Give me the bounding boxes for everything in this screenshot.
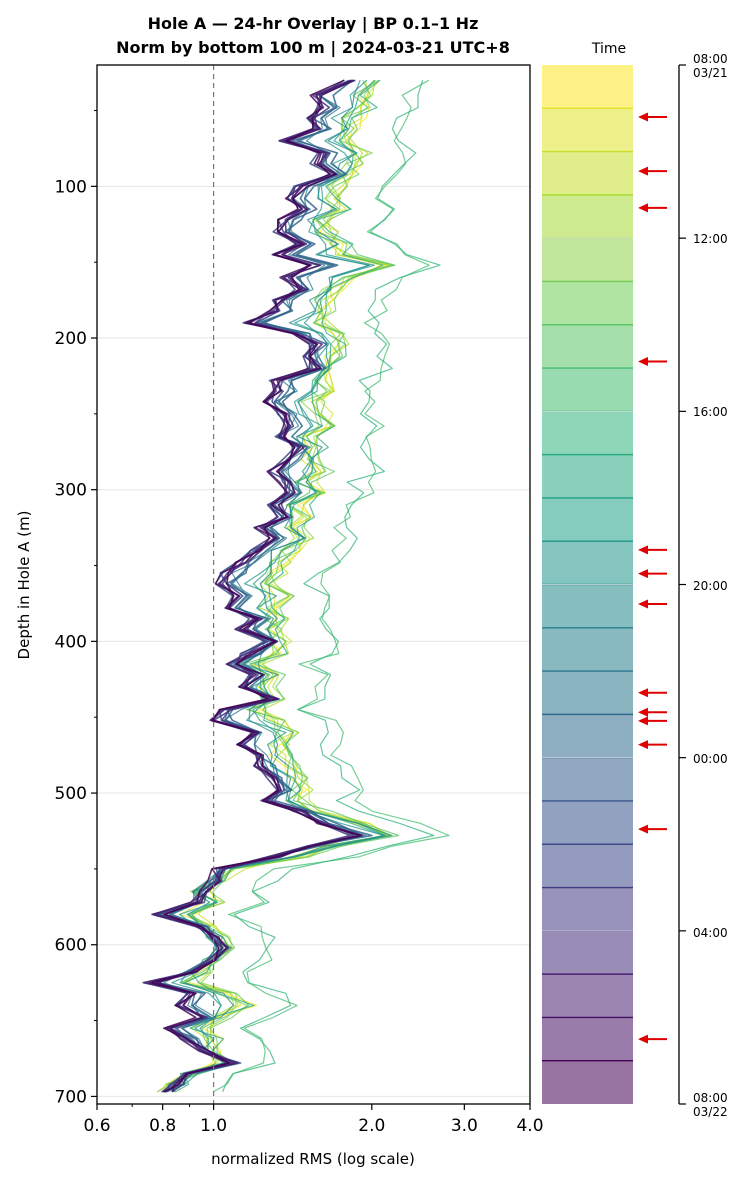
plot-frame xyxy=(96,64,531,1105)
series-line xyxy=(148,79,361,1093)
series-line xyxy=(222,80,441,1093)
colorbar-band xyxy=(542,108,633,152)
x-tick-label: 1.0 xyxy=(200,1116,227,1136)
event-arrow-head xyxy=(638,569,648,579)
event-arrow-head xyxy=(638,707,648,717)
series-line xyxy=(157,80,392,1093)
event-arrow-head xyxy=(638,357,648,367)
colorbar-band xyxy=(542,65,633,109)
x-tick-label: 0.8 xyxy=(149,1116,176,1136)
time-tick-label-1600: 16:00 xyxy=(693,405,728,419)
colorbar-band xyxy=(542,238,633,282)
y-tick-label-500: 500 xyxy=(55,784,87,804)
event-arrow-head xyxy=(638,824,648,834)
y-tick-label-100: 100 xyxy=(55,177,87,197)
series-line xyxy=(169,79,400,1093)
colorbar-band xyxy=(542,497,633,542)
colorbar-band xyxy=(542,671,633,715)
colorbar-label: Time xyxy=(591,41,626,57)
time-tick-date-0322: 03/22 xyxy=(693,1105,728,1119)
time-tick-label-0400: 04:00 xyxy=(693,926,728,940)
colorbar-band xyxy=(542,194,633,239)
event-arrow-head xyxy=(638,203,648,213)
time-tick-label-1200: 12:00 xyxy=(693,232,728,246)
x-axis-label: normalized RMS (log scale) xyxy=(211,1150,415,1168)
event-arrow-head xyxy=(638,688,648,698)
event-arrow-head xyxy=(638,545,648,555)
y-tick-label-700: 700 xyxy=(55,1087,87,1107)
event-arrow-head xyxy=(638,740,648,750)
event-arrow-head xyxy=(638,716,648,726)
y-tick-label-200: 200 xyxy=(55,329,87,349)
time-tick-label-0800-0322: 08:00 xyxy=(693,1091,728,1105)
x-tick-label: 2.0 xyxy=(358,1116,385,1136)
event-arrows xyxy=(638,112,667,1044)
time-axis-ticks xyxy=(542,64,686,1105)
colorbar-band xyxy=(542,974,633,1018)
colorbar-band xyxy=(542,844,633,888)
chart-title: Hole A — 24-hr Overlay | BP 0.1–1 Hz xyxy=(148,14,479,34)
series-line xyxy=(212,79,450,1093)
x-tick-label: 4.0 xyxy=(516,1116,543,1136)
colorbar-band xyxy=(542,1060,633,1104)
colorbar-band xyxy=(542,324,633,369)
x-tick-label: 0.6 xyxy=(83,1116,110,1136)
y-axis-ticks: 100 200 300 400 500 600 700 xyxy=(55,110,97,1107)
y-tick-label-400: 400 xyxy=(55,632,87,652)
y-tick-label-300: 300 xyxy=(55,481,87,501)
colorbar-band xyxy=(542,454,633,498)
colorbar-band xyxy=(542,281,633,325)
colorbar-band xyxy=(542,714,633,758)
y-axis-label: Depth in Hole A (m) xyxy=(15,511,33,660)
colorbar-band xyxy=(542,584,633,628)
colorbar-band xyxy=(542,151,633,195)
event-arrow-head xyxy=(638,599,648,609)
event-arrow-head xyxy=(638,1034,648,1044)
y-tick-label-600: 600 xyxy=(55,936,87,956)
colorbar-band xyxy=(542,930,633,975)
time-tick-label-2000: 20:00 xyxy=(693,579,728,593)
series-lines xyxy=(142,79,450,1093)
colorbar-band xyxy=(542,627,633,672)
event-arrow-head xyxy=(638,166,648,176)
x-tick-label: 3.0 xyxy=(451,1116,478,1136)
chart-subtitle: Norm by bottom 100 m | 2024-03-21 UTC+8 xyxy=(116,38,510,58)
time-tick-label-0000: 00:00 xyxy=(693,752,728,766)
colorbar xyxy=(542,65,633,1104)
event-arrow-head xyxy=(638,112,648,122)
series-line xyxy=(166,79,385,1093)
colorbar-band xyxy=(542,1017,633,1061)
colorbar-band xyxy=(542,541,633,585)
x-axis-ticks: 0.6 0.8 1.0 2.0 3.0 4.0 xyxy=(83,1104,544,1136)
colorbar-band xyxy=(542,757,633,801)
time-tick-label-0800-0321: 08:00 xyxy=(693,52,728,66)
colorbar-band xyxy=(542,411,633,455)
time-tick-date-0321: 03/21 xyxy=(693,66,728,80)
colorbar-band xyxy=(542,800,633,845)
colorbar-band xyxy=(542,368,633,412)
colorbar-band xyxy=(542,887,633,931)
